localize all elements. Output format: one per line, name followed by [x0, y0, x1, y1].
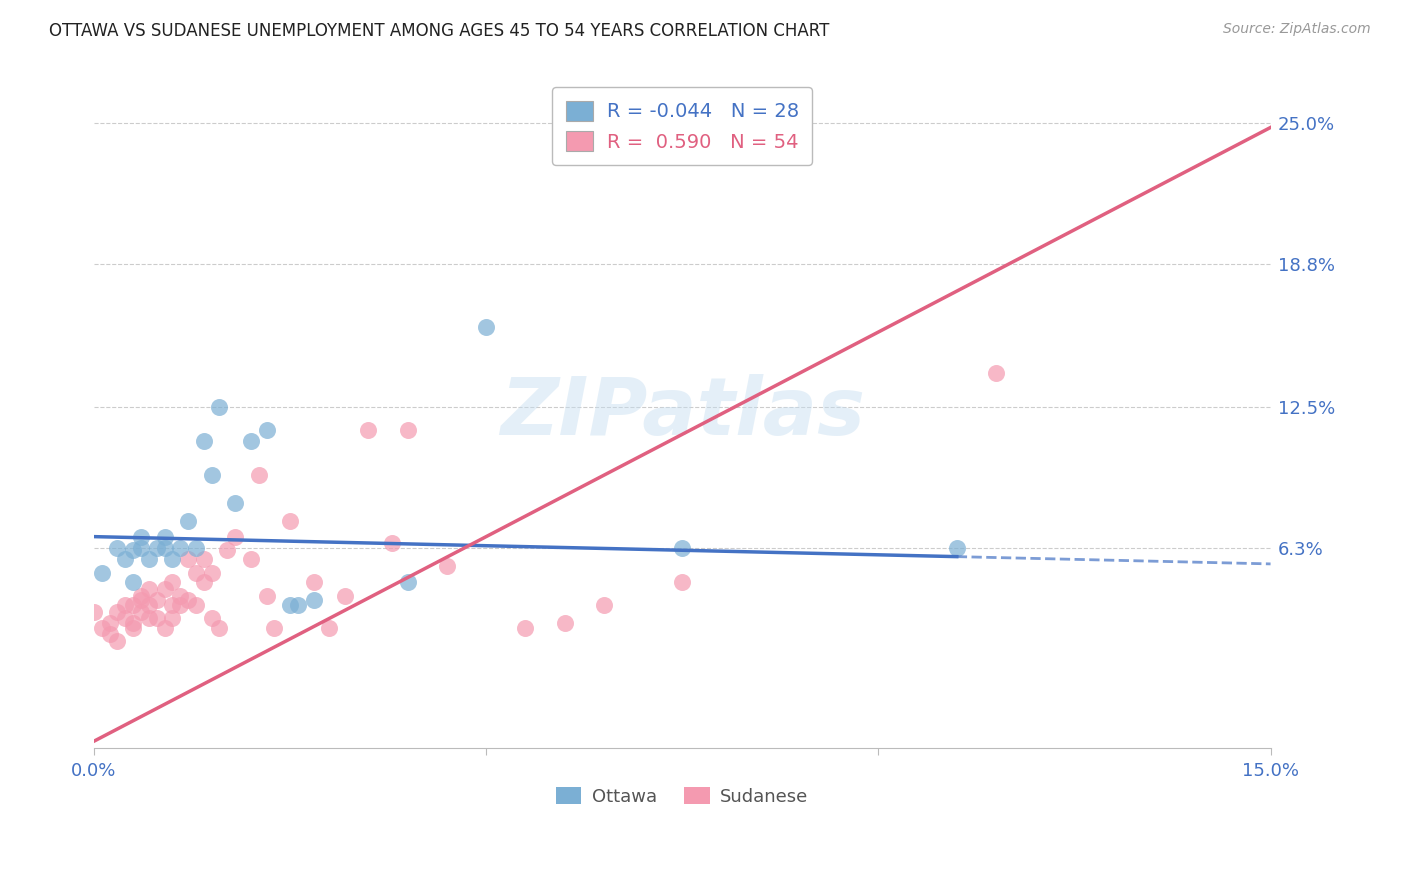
Legend: Ottawa, Sudanese: Ottawa, Sudanese [548, 780, 815, 813]
Text: ZIPatlas: ZIPatlas [499, 374, 865, 451]
Point [592, 598, 614, 612]
Text: Source: ZipAtlas.com: Source: ZipAtlas.com [1223, 22, 1371, 37]
Point [153, 582, 176, 596]
Point [287, 598, 309, 612]
Point [671, 575, 693, 590]
Point [114, 598, 136, 612]
Point [129, 589, 152, 603]
Point [515, 621, 537, 635]
Point [396, 575, 419, 590]
Point [671, 541, 693, 555]
Text: OTTAWA VS SUDANESE UNEMPLOYMENT AMONG AGES 45 TO 54 YEARS CORRELATION CHART: OTTAWA VS SUDANESE UNEMPLOYMENT AMONG AG… [49, 22, 830, 40]
Point [122, 615, 145, 630]
Point [162, 598, 184, 612]
Point [169, 541, 191, 555]
Point [129, 541, 152, 555]
Point [224, 530, 246, 544]
Point [554, 615, 576, 630]
Point [381, 536, 404, 550]
Point [984, 366, 1007, 380]
Point [177, 552, 200, 566]
Point [278, 514, 301, 528]
Point [184, 598, 207, 612]
Point [138, 552, 160, 566]
Point [184, 566, 207, 580]
Point [193, 552, 215, 566]
Point [177, 514, 200, 528]
Point [122, 598, 145, 612]
Point [138, 582, 160, 596]
Point [122, 575, 145, 590]
Point [145, 593, 167, 607]
Point [302, 593, 325, 607]
Point [145, 541, 167, 555]
Point [162, 575, 184, 590]
Point [145, 611, 167, 625]
Point [302, 575, 325, 590]
Point [122, 621, 145, 635]
Point [333, 589, 356, 603]
Point [83, 605, 105, 619]
Point [278, 598, 301, 612]
Point [193, 434, 215, 449]
Point [263, 621, 285, 635]
Point [193, 575, 215, 590]
Point [98, 627, 121, 641]
Point [122, 543, 145, 558]
Point [153, 530, 176, 544]
Point [946, 541, 969, 555]
Point [396, 423, 419, 437]
Point [129, 593, 152, 607]
Point [318, 621, 340, 635]
Point [247, 468, 270, 483]
Point [153, 541, 176, 555]
Point [177, 593, 200, 607]
Point [169, 589, 191, 603]
Point [162, 611, 184, 625]
Point [98, 615, 121, 630]
Point [129, 530, 152, 544]
Point [138, 611, 160, 625]
Point [357, 423, 380, 437]
Point [217, 543, 239, 558]
Point [200, 566, 222, 580]
Point [436, 559, 458, 574]
Point [475, 320, 498, 334]
Point [256, 423, 278, 437]
Point [208, 400, 231, 414]
Point [184, 541, 207, 555]
Point [208, 621, 231, 635]
Point [239, 434, 262, 449]
Point [90, 566, 112, 580]
Point [114, 611, 136, 625]
Point [200, 611, 222, 625]
Point [90, 621, 112, 635]
Point [200, 468, 222, 483]
Point [138, 598, 160, 612]
Point [239, 552, 262, 566]
Point [256, 589, 278, 603]
Point [162, 552, 184, 566]
Point [107, 541, 129, 555]
Point [224, 495, 246, 509]
Point [153, 621, 176, 635]
Point [169, 598, 191, 612]
Point [129, 605, 152, 619]
Point [114, 552, 136, 566]
Point [107, 605, 129, 619]
Point [107, 634, 129, 648]
